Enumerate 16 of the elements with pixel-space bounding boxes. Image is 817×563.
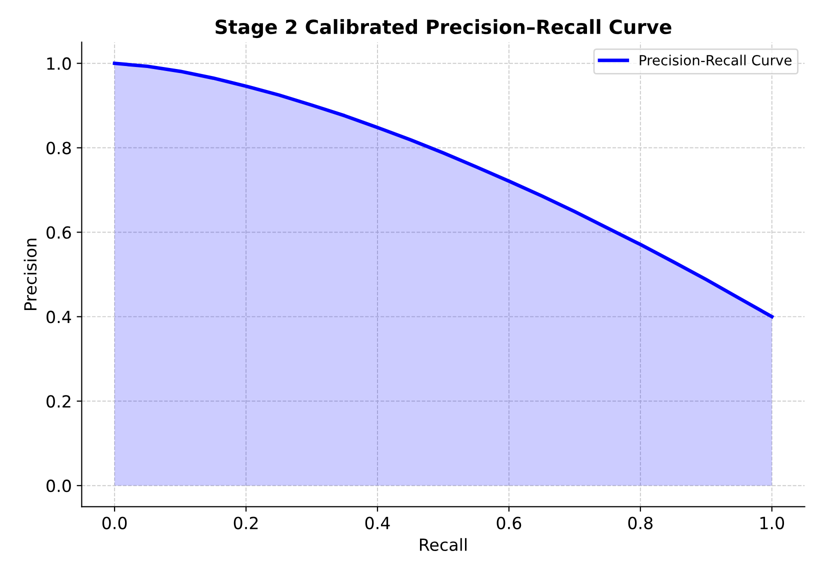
x-tick-label: 0.4 xyxy=(365,516,390,530)
y-tick-label: 0.0 xyxy=(46,480,71,492)
x-tick-label: 1.0 xyxy=(760,516,784,530)
y-tick-label: 1.0 xyxy=(47,57,71,70)
y-tick-label: 0.8 xyxy=(46,142,71,154)
y-tick-label: 0.2 xyxy=(46,395,70,408)
x-tick-label: 0.6 xyxy=(496,516,522,530)
x-axis-title: Recall xyxy=(420,538,467,552)
x-tick-label: 0.0 xyxy=(102,516,127,530)
y-axis-title: Precision xyxy=(24,238,37,310)
y-tick-label: 0.4 xyxy=(46,310,72,324)
legend-label: Precision-Recall Curve xyxy=(640,54,792,66)
y-tick-label: 0.6 xyxy=(46,226,71,239)
x-tick-label: 0.2 xyxy=(234,516,258,530)
chart-title: Stage 2 Calibrated Precision–Recall Curve xyxy=(216,19,672,38)
x-tick-label: 0.8 xyxy=(628,516,653,530)
